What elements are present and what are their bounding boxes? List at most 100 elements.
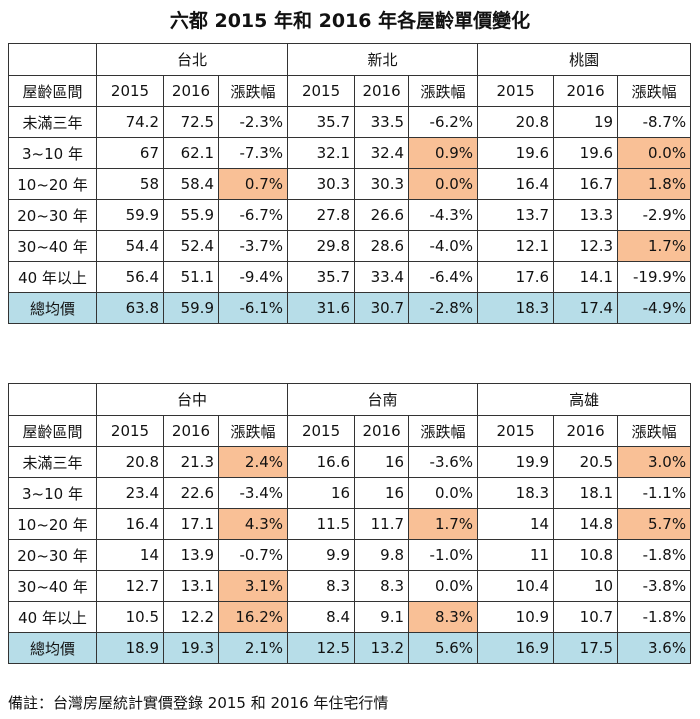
price-cell: 16: [354, 477, 410, 509]
change-cell: -6.7%: [217, 199, 289, 231]
price-cell: 55.9: [163, 199, 219, 231]
price-cell: 20.8: [477, 106, 555, 138]
price-table-north: 台北 新北 桃園 屋齡區間 2015 2016 漲跌幅 2015 2016 漲跌幅 2015 2016…: [8, 43, 692, 324]
price-cell: 19.9: [477, 446, 555, 478]
change-cell: -6.4%: [408, 261, 479, 293]
table-row: 10~20 年 16.4 17.1 4.3% 11.5 11.7 1.7% 14 14.8 5.7…: [8, 508, 692, 540]
total-price-cell: 19.3: [163, 632, 219, 664]
city-header: 高雄: [477, 383, 692, 416]
change-cell: -2.3%: [217, 106, 289, 138]
price-cell: 56.4: [96, 261, 164, 293]
price-cell: 20.5: [553, 446, 619, 478]
price-cell: 67: [96, 137, 164, 169]
total-price-cell: 13.2: [354, 632, 410, 664]
page-title: 六都 2015 年和 2016 年各屋齡單價變化: [169, 10, 531, 32]
column-header: 漲跌幅: [617, 415, 692, 447]
price-cell: 10: [553, 570, 619, 602]
table-row: 未滿三年 20.8 21.3 2.4% 16.6 16 -3.6% 19.9 20.5 3.0%: [8, 446, 692, 478]
total-price-cell: 30.7: [354, 292, 410, 324]
table-row: 10~20 年 58 58.4 0.7% 30.3 30.3 0.0% 16.4 16.7 1.8…: [8, 168, 692, 200]
total-row: 總均價 18.9 19.3 2.1% 12.5 13.2 5.6% 16.9 17.5 3.6%: [8, 632, 692, 664]
price-cell: 30.3: [354, 168, 410, 200]
change-cell: 0.0%: [617, 137, 692, 169]
price-cell: 14.1: [553, 261, 619, 293]
change-cell: 1.8%: [617, 168, 692, 200]
total-price-cell: 18.3: [477, 292, 555, 324]
price-cell: 9.1: [354, 601, 410, 633]
total-price-cell: 12.5: [287, 632, 356, 664]
age-range-label: 20~30 年: [8, 539, 97, 571]
table-row: 30~40 年 12.7 13.1 3.1% 8.3 8.3 0.0% 10.4 10 -3.8%: [8, 570, 692, 602]
city-header: 新北: [287, 43, 479, 76]
price-cell: 58.4: [163, 168, 219, 200]
price-cell: 13.9: [163, 539, 219, 571]
total-price-cell: 63.8: [96, 292, 164, 324]
column-header: 漲跌幅: [408, 75, 479, 107]
empty-corner-cell: [8, 383, 97, 416]
city-header: 台北: [95, 43, 289, 76]
column-header: 漲跌幅: [617, 75, 692, 107]
price-cell: 16: [287, 477, 356, 509]
change-cell: -19.9%: [617, 261, 692, 293]
change-cell: -1.0%: [408, 539, 479, 571]
total-change-cell: 2.1%: [217, 632, 289, 664]
city-header-row: 台北 新北 桃園: [8, 43, 692, 76]
column-header: 2015: [96, 75, 164, 107]
price-cell: 14: [96, 539, 164, 571]
price-cell: 16.6: [287, 446, 356, 478]
price-cell: 22.6: [163, 477, 219, 509]
price-cell: 54.4: [96, 230, 164, 262]
total-price-cell: 17.4: [553, 292, 619, 324]
change-cell: 16.2%: [217, 601, 289, 633]
price-cell: 13.3: [553, 199, 619, 231]
price-cell: 27.8: [287, 199, 356, 231]
change-cell: 5.7%: [617, 508, 692, 540]
table-row: 20~30 年 14 13.9 -0.7% 9.9 9.8 -1.0% 11 10.8 -1.8%: [8, 539, 692, 571]
city-header-row: 台中 台南 高雄: [8, 383, 692, 416]
column-header: 2015: [287, 75, 356, 107]
price-table-south: 台中 台南 高雄 屋齡區間 2015 2016 漲跌幅 2015 2016 漲跌幅 2015 2016…: [8, 383, 692, 664]
price-cell: 59.9: [96, 199, 164, 231]
price-cell: 14: [477, 508, 555, 540]
change-cell: -9.4%: [217, 261, 289, 293]
column-header: 2016: [354, 415, 410, 447]
total-label: 總均價: [8, 292, 97, 324]
column-header: 2015: [287, 415, 356, 447]
column-header: 2015: [96, 415, 164, 447]
change-cell: 3.1%: [217, 570, 289, 602]
column-header: 2016: [553, 75, 619, 107]
column-header: 2015: [477, 415, 555, 447]
change-cell: 2.4%: [217, 446, 289, 478]
price-cell: 9.9: [287, 539, 356, 571]
column-header-row: 屋齡區間 2015 2016 漲跌幅 2015 2016 漲跌幅 2015 2016 漲跌幅: [8, 75, 692, 107]
price-cell: 12.2: [163, 601, 219, 633]
age-range-label: 3~10 年: [8, 137, 97, 169]
price-cell: 12.3: [553, 230, 619, 262]
total-label: 總均價: [8, 632, 97, 664]
column-header: 2016: [553, 415, 619, 447]
price-cell: 8.3: [354, 570, 410, 602]
price-cell: 58: [96, 168, 164, 200]
age-range-header: 屋齡區間: [8, 75, 97, 107]
price-cell: 18.1: [553, 477, 619, 509]
column-header: 2016: [163, 415, 219, 447]
price-cell: 12.7: [96, 570, 164, 602]
age-range-label: 未滿三年: [8, 106, 97, 138]
change-cell: -4.3%: [408, 199, 479, 231]
total-row: 總均價 63.8 59.9 -6.1% 31.6 30.7 -2.8% 18.3 17.4 -4.…: [8, 292, 692, 324]
change-cell: 0.0%: [408, 570, 479, 602]
table-row: 3~10 年 23.4 22.6 -3.4% 16 16 0.0% 18.3 18.1 -1.1%: [8, 477, 692, 509]
price-cell: 10.5: [96, 601, 164, 633]
price-cell: 16.4: [96, 508, 164, 540]
price-cell: 10.9: [477, 601, 555, 633]
price-cell: 16.4: [477, 168, 555, 200]
change-cell: -1.8%: [617, 601, 692, 633]
total-change-cell: -2.8%: [408, 292, 479, 324]
total-price-cell: 17.5: [553, 632, 619, 664]
price-cell: 19.6: [477, 137, 555, 169]
change-cell: -3.7%: [217, 230, 289, 262]
change-cell: 3.0%: [617, 446, 692, 478]
table-row: 20~30 年 59.9 55.9 -6.7% 27.8 26.6 -4.3% 13.7 13.…: [8, 199, 692, 231]
column-header-row: 屋齡區間 2015 2016 漲跌幅 2015 2016 漲跌幅 2015 2016 漲跌幅: [8, 415, 692, 447]
total-price-cell: 31.6: [287, 292, 356, 324]
